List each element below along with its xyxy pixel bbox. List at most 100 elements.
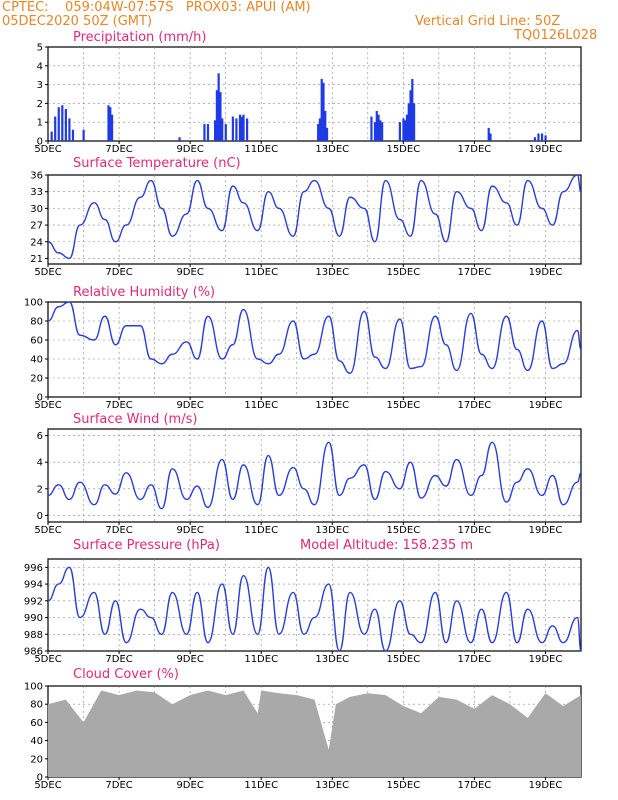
y-tick-label: 60 bbox=[30, 718, 43, 729]
x-tick-label: 17DEC bbox=[458, 267, 492, 278]
precip-bar bbox=[245, 118, 249, 141]
series-line bbox=[47, 174, 582, 260]
x-tick-label: 7DEC bbox=[105, 780, 132, 791]
panel-frame bbox=[47, 174, 582, 265]
precip-bar bbox=[238, 114, 242, 141]
x-tick-label: 11DEC bbox=[244, 525, 278, 536]
precip-bar bbox=[320, 78, 323, 141]
precip-bar bbox=[64, 109, 67, 141]
precip-bar bbox=[50, 131, 53, 141]
y-tick-label: 40 bbox=[30, 736, 43, 747]
precip-bar bbox=[544, 135, 547, 141]
precip-bar bbox=[240, 116, 243, 141]
y-tick-label: 996 bbox=[24, 563, 43, 574]
precip-bar bbox=[215, 90, 218, 141]
precip-bar bbox=[404, 120, 407, 141]
y-tick-label: 20 bbox=[30, 374, 43, 385]
precip-bar bbox=[489, 133, 492, 141]
y-tick-label: 6 bbox=[37, 431, 43, 442]
x-tick-label: 17DEC bbox=[458, 525, 492, 536]
x-tick-label: 15DEC bbox=[386, 525, 420, 536]
x-tick-label: 11DEC bbox=[244, 780, 278, 791]
precip-bar bbox=[402, 118, 405, 141]
x-tick-label: 5DEC bbox=[34, 780, 61, 791]
precip-bar bbox=[217, 73, 220, 141]
precip-bar bbox=[54, 116, 57, 141]
precip-bar bbox=[370, 116, 373, 141]
precip-bar bbox=[235, 118, 238, 141]
x-tick-label: 19DEC bbox=[529, 267, 563, 278]
precip-bar bbox=[325, 127, 329, 141]
x-tick-label: 9DEC bbox=[176, 780, 203, 791]
x-tick-label: 7DEC bbox=[105, 144, 132, 155]
precip-bar bbox=[203, 124, 206, 141]
panel-title: Relative Humidity (%) bbox=[73, 285, 215, 300]
y-tick-label: 36 bbox=[30, 171, 43, 182]
x-tick-label: 11DEC bbox=[244, 267, 278, 278]
x-tick-label: 9DEC bbox=[176, 144, 203, 155]
precip-bar bbox=[110, 114, 114, 141]
y-tick-label: 60 bbox=[30, 336, 43, 347]
panel-title: Surface Temperature (nC) bbox=[73, 156, 241, 171]
precip-bar bbox=[411, 78, 414, 141]
panel-frame bbox=[47, 301, 582, 398]
cloud-area bbox=[48, 690, 581, 777]
x-tick-label: 19DEC bbox=[529, 780, 563, 791]
x-tick-label: 13DEC bbox=[315, 400, 349, 411]
precip-bar bbox=[82, 129, 85, 141]
y-tick-label: 986 bbox=[24, 647, 43, 658]
x-tick-label: 17DEC bbox=[458, 780, 492, 791]
y-tick-label: 20 bbox=[30, 754, 43, 765]
precip-bar bbox=[57, 107, 60, 141]
precip-bar bbox=[412, 103, 416, 141]
y-tick-label: 4 bbox=[37, 458, 43, 469]
x-tick-label: 15DEC bbox=[386, 267, 420, 278]
y-tick-label: 992 bbox=[24, 596, 43, 607]
precip-bar bbox=[61, 105, 64, 141]
precip-bar bbox=[68, 118, 71, 141]
y-tick-label: 2 bbox=[37, 484, 43, 495]
panel-title: Surface Pressure (hPa) bbox=[73, 538, 220, 553]
y-tick-label: 0 bbox=[37, 393, 43, 404]
precip-bar bbox=[178, 137, 181, 141]
x-tick-label: 9DEC bbox=[176, 654, 203, 665]
x-tick-label: 15DEC bbox=[386, 400, 420, 411]
precip-bar bbox=[318, 118, 322, 141]
precip-bar bbox=[322, 82, 325, 141]
panel-title: Cloud Cover (%) bbox=[73, 667, 179, 682]
precip-bar bbox=[487, 127, 490, 141]
precip-bar bbox=[221, 118, 224, 141]
x-tick-label: 17DEC bbox=[458, 654, 492, 665]
precip-bar bbox=[375, 110, 378, 141]
header-line2: 05DEC2020 50Z (GMT) bbox=[2, 14, 153, 29]
y-tick-label: 994 bbox=[24, 580, 43, 591]
x-tick-label: 19DEC bbox=[529, 144, 563, 155]
precip-bar bbox=[407, 103, 410, 141]
x-tick-label: 13DEC bbox=[315, 525, 349, 536]
y-tick-label: 3 bbox=[37, 80, 43, 91]
precip-bar bbox=[231, 116, 234, 141]
x-tick-label: 9DEC bbox=[176, 400, 203, 411]
precip-bar bbox=[540, 133, 544, 141]
header-line1: CPTEC: 059:04W-07:57S PROX03: APUI (AM) bbox=[2, 0, 311, 15]
x-tick-label: 13DEC bbox=[315, 267, 349, 278]
precip-bar bbox=[533, 137, 537, 141]
panel-frame bbox=[47, 558, 582, 652]
x-tick-label: 15DEC bbox=[386, 780, 420, 791]
precip-bar bbox=[405, 114, 409, 141]
precip-bar bbox=[377, 114, 380, 141]
header-right2: TQ0126L028 bbox=[514, 28, 598, 43]
y-tick-label: 40 bbox=[30, 355, 43, 366]
series-line bbox=[47, 301, 582, 374]
series-line bbox=[47, 566, 582, 652]
precip-bar bbox=[379, 120, 382, 141]
precip-bar bbox=[398, 122, 401, 141]
y-tick-label: 80 bbox=[30, 700, 43, 711]
x-tick-label: 13DEC bbox=[315, 780, 349, 791]
x-tick-label: 7DEC bbox=[105, 400, 132, 411]
x-tick-label: 19DEC bbox=[529, 525, 563, 536]
precip-bar bbox=[107, 105, 110, 141]
y-tick-label: 990 bbox=[24, 613, 43, 624]
y-tick-label: 0 bbox=[37, 511, 43, 522]
x-tick-label: 9DEC bbox=[176, 267, 203, 278]
